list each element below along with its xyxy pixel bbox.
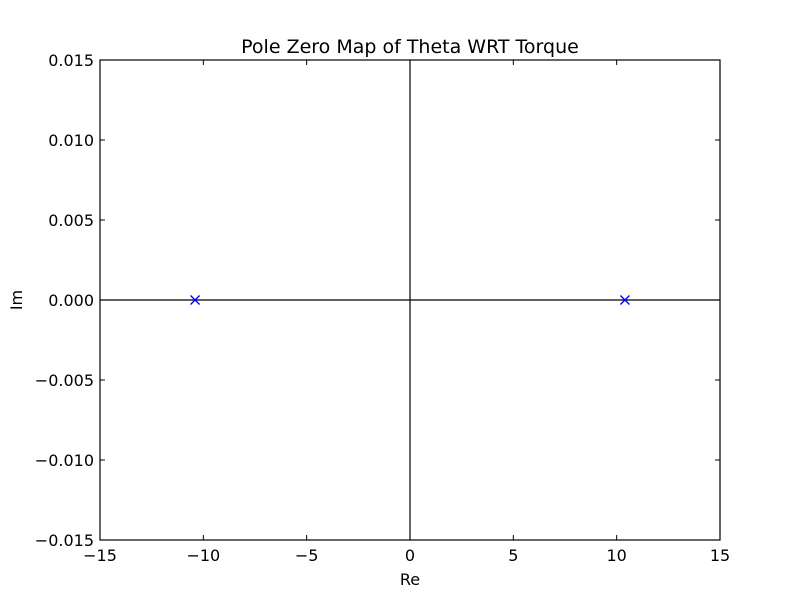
x-tick-label: 15 — [710, 546, 730, 565]
x-tick-label: 5 — [508, 546, 518, 565]
x-tick-label: −15 — [83, 546, 117, 565]
x-tick-label: −10 — [186, 546, 220, 565]
pole-marker — [190, 295, 201, 305]
x-tick-label: 0 — [405, 546, 415, 565]
y-tick-label: −0.010 — [35, 451, 94, 470]
zero-lines — [100, 60, 720, 540]
pole-marker — [619, 295, 630, 305]
x-tick-label: −5 — [295, 546, 319, 565]
y-tick-label: 0.010 — [48, 131, 94, 150]
y-tick-label: 0.000 — [48, 291, 94, 310]
y-tick-label: −0.005 — [35, 371, 94, 390]
x-axis-ticks: −15 −10 −5 0 5 10 15 — [83, 60, 730, 565]
y-axis-ticks: −0.015 −0.010 −0.005 0.000 0.005 0.010 0.015 — [35, 51, 720, 550]
pole-markers — [190, 295, 630, 305]
x-axis-label: Re — [400, 570, 420, 589]
y-axis-label: Im — [7, 290, 26, 310]
y-tick-label: −0.015 — [35, 531, 94, 550]
y-tick-label: 0.015 — [48, 51, 94, 70]
x-tick-label: 10 — [606, 546, 626, 565]
plot-frame — [99, 59, 721, 541]
chart-title: Pole Zero Map of Theta WRT Torque — [241, 36, 579, 58]
y-tick-label: 0.005 — [48, 211, 94, 230]
